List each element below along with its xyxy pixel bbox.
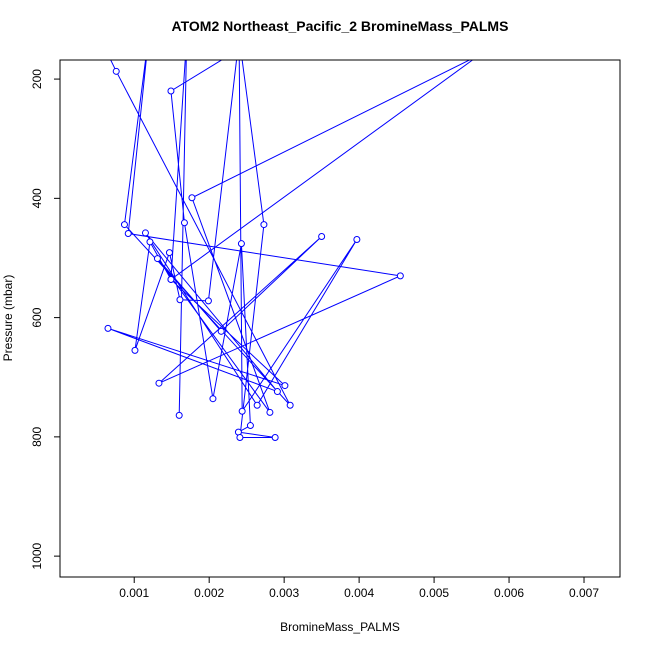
x-tick-label: 0.005 [419, 586, 449, 600]
data-point [180, 219, 188, 227]
data-point [246, 422, 254, 430]
data-point [188, 194, 196, 202]
data-point [124, 230, 132, 238]
x-tick-label: 0.007 [569, 586, 599, 600]
data-point [104, 324, 112, 332]
data-point [155, 379, 163, 387]
data-point [273, 388, 281, 396]
x-tick-label: 0.006 [494, 586, 524, 600]
data-point [141, 229, 149, 237]
x-tick-label: 0.003 [269, 586, 299, 600]
data-point [146, 238, 154, 246]
y-tick-label: 200 [30, 69, 44, 89]
data-point [236, 433, 244, 441]
data-point [165, 249, 173, 257]
data-point [396, 272, 404, 280]
y-tick-label: 400 [30, 188, 44, 208]
data-point [271, 433, 279, 441]
data-point [204, 297, 212, 305]
data-point [353, 235, 361, 243]
x-axis-label: BromineMass_PALMS [280, 620, 400, 634]
data-point [175, 411, 183, 419]
data-point [131, 346, 139, 354]
y-tick-label: 800 [30, 427, 44, 447]
data-point [167, 275, 175, 283]
chart-title: ATOM2 Northeast_Pacific_2 BromineMass_PA… [172, 18, 509, 34]
data-point [238, 407, 246, 415]
plot-area [104, 60, 474, 441]
data-point [153, 255, 161, 263]
data-point [286, 401, 294, 409]
data-point [281, 382, 289, 390]
x-tick-label: 0.002 [194, 586, 224, 600]
data-point [266, 408, 274, 416]
data-point [209, 395, 217, 403]
y-tick-label: 1000 [30, 542, 44, 569]
data-point [120, 221, 128, 229]
x-tick-label: 0.001 [119, 586, 149, 600]
data-point [167, 87, 175, 95]
data-point [237, 240, 245, 248]
data-point [318, 233, 326, 241]
plot-frame [59, 59, 621, 578]
data-point [260, 221, 268, 229]
data-point [112, 67, 120, 75]
y-axis-label: Pressure (mbar) [1, 275, 15, 362]
data-point [176, 296, 184, 304]
data-point [217, 327, 225, 335]
x-tick-label: 0.004 [344, 586, 374, 600]
data-point [253, 401, 261, 409]
y-tick-label: 600 [30, 307, 44, 327]
